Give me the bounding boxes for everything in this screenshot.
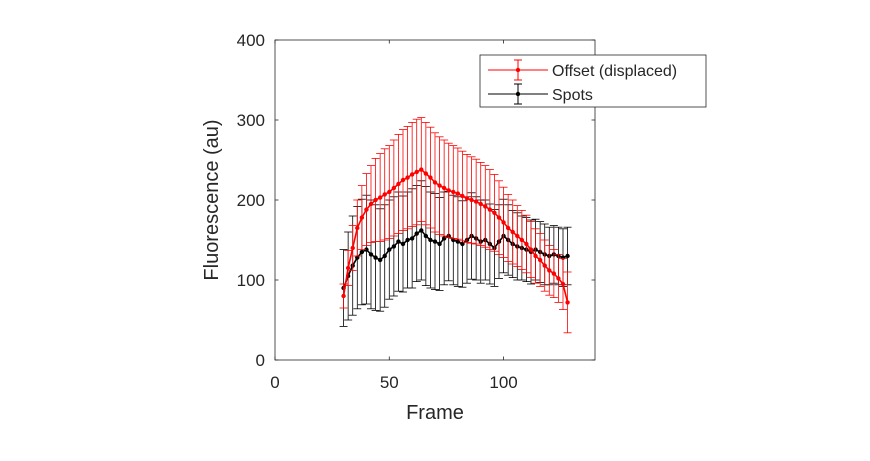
- data-point: [432, 239, 438, 244]
- data-point: [528, 247, 534, 252]
- data-point: [565, 253, 570, 259]
- data-point: [391, 244, 397, 249]
- data-point: [364, 247, 369, 252]
- data-point: [355, 225, 360, 231]
- data-point: [400, 177, 406, 183]
- data-point: [405, 237, 410, 243]
- data-point: [387, 189, 392, 195]
- series-layer: [339, 117, 572, 334]
- data-point: [359, 215, 365, 220]
- data-point: [355, 255, 360, 260]
- data-point: [496, 215, 502, 220]
- data-point: [524, 241, 529, 247]
- data-point: [492, 210, 497, 215]
- data-point: [560, 281, 566, 287]
- data-point: [377, 195, 383, 200]
- data-point: [437, 183, 442, 188]
- data-point: [542, 263, 547, 268]
- data-point: [478, 201, 483, 207]
- data-point: [391, 185, 397, 191]
- data-point: [396, 239, 401, 244]
- data-point: [437, 241, 442, 247]
- data-point: [537, 257, 543, 263]
- data-point: [501, 220, 506, 225]
- data-point: [419, 228, 424, 233]
- data-point: [409, 172, 415, 177]
- data-point: [565, 300, 570, 305]
- data-point: [441, 185, 447, 191]
- y-tick-label: 0: [256, 351, 265, 370]
- data-point: [515, 233, 520, 239]
- data-point: [455, 191, 461, 196]
- legend-label: Spots: [552, 87, 593, 104]
- data-point: [368, 201, 374, 207]
- data-point: [350, 245, 355, 251]
- data-point: [483, 204, 488, 209]
- data-point: [428, 175, 433, 180]
- y-tick-label: 100: [237, 271, 265, 290]
- data-point: [419, 167, 424, 172]
- data-point: [414, 231, 419, 236]
- data-point: [460, 193, 465, 199]
- data-point: [533, 253, 538, 259]
- x-tick-label: 50: [380, 373, 399, 392]
- data-point: [510, 229, 515, 235]
- x-tick-label: 100: [489, 373, 517, 392]
- data-point: [377, 257, 383, 263]
- x-axis-label: Frame: [406, 402, 464, 424]
- data-point: [551, 271, 557, 276]
- legend-marker: [515, 91, 521, 97]
- y-tick-label: 200: [237, 191, 265, 210]
- y-axis-label: Fluorescence (au): [201, 119, 223, 280]
- data-point: [464, 196, 470, 201]
- x-tick-label: 0: [270, 373, 279, 392]
- data-point: [382, 253, 387, 259]
- data-point: [505, 225, 511, 231]
- data-point: [455, 239, 461, 244]
- data-point: [345, 265, 351, 271]
- data-point: [382, 192, 387, 197]
- legend-label: Offset (displaced): [552, 63, 677, 80]
- legend: Offset (displaced) Spots: [479, 54, 707, 108]
- data-point: [373, 255, 378, 260]
- data-point: [423, 233, 429, 239]
- data-point: [446, 188, 451, 193]
- data-point: [519, 237, 525, 243]
- data-point: [547, 268, 552, 273]
- data-point: [396, 181, 401, 187]
- data-point: [556, 276, 561, 281]
- data-point: [473, 199, 479, 204]
- data-point: [364, 207, 369, 212]
- data-point: [423, 171, 429, 176]
- y-tick-label: 300: [237, 111, 265, 130]
- data-point: [373, 197, 378, 203]
- data-point: [409, 236, 415, 241]
- legend-marker: [515, 67, 521, 73]
- data-point: [441, 236, 447, 241]
- data-point: [487, 207, 493, 212]
- ticks-layer: 0 50 100 0 100 200 300 400: [237, 31, 595, 392]
- data-point: [460, 241, 465, 247]
- data-point: [469, 197, 474, 203]
- data-point: [428, 237, 433, 243]
- data-point: [368, 252, 374, 257]
- data-point: [432, 180, 438, 185]
- data-point: [414, 169, 419, 175]
- series-offset: [339, 117, 572, 334]
- data-point: [451, 189, 456, 195]
- data-point: [359, 249, 365, 255]
- data-point: [387, 247, 392, 252]
- data-point: [341, 293, 346, 299]
- data-point: [400, 241, 406, 247]
- data-point: [405, 175, 410, 180]
- y-tick-label: 400: [237, 31, 265, 50]
